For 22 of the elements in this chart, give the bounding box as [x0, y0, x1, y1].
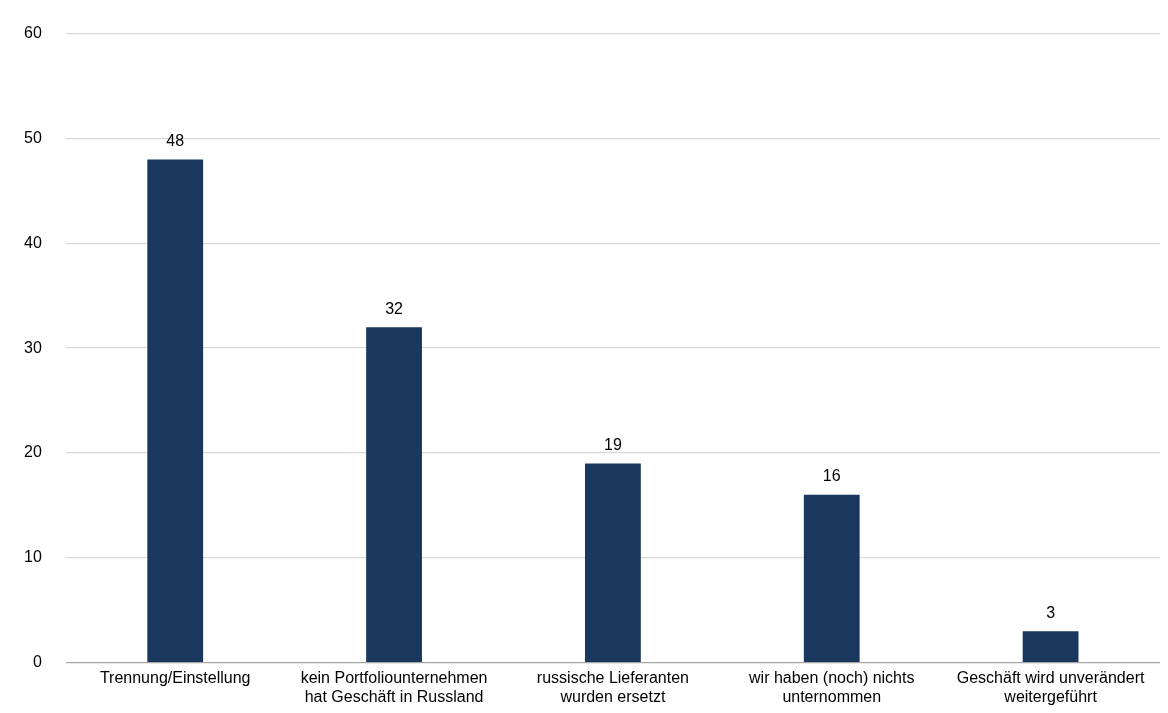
y-tick-label: 40	[24, 233, 42, 251]
data-label: 16	[822, 467, 841, 485]
x-tick-label: kein Portfoliounternehmen hat Geschäft in Russland	[300, 668, 488, 705]
bar	[366, 327, 422, 662]
y-tick-label: 10	[24, 548, 42, 566]
y-tick-label: 0	[32, 653, 42, 671]
bar	[803, 494, 860, 662]
data-label: 48	[166, 131, 185, 149]
data-label: 19	[604, 435, 622, 453]
y-tick-label: 50	[24, 128, 42, 146]
y-tick-label: 60	[24, 24, 42, 42]
data-label: 32	[385, 299, 404, 317]
x-tick-label: Geschäft wird unverändert weitergeführt	[956, 668, 1145, 705]
x-tick-label: russische Lieferanten wurden ersetzt	[536, 668, 689, 705]
x-tick-label: wir haben (noch) nichts unternommen	[748, 668, 915, 705]
y-tick-label: 30	[24, 338, 42, 356]
bar	[147, 159, 204, 662]
bar	[1022, 631, 1079, 662]
x-tick-label: Trennung/Einstellung	[99, 668, 251, 686]
y-tick-label: 20	[24, 443, 42, 461]
bar	[585, 463, 641, 662]
data-label: 3	[1046, 603, 1056, 621]
